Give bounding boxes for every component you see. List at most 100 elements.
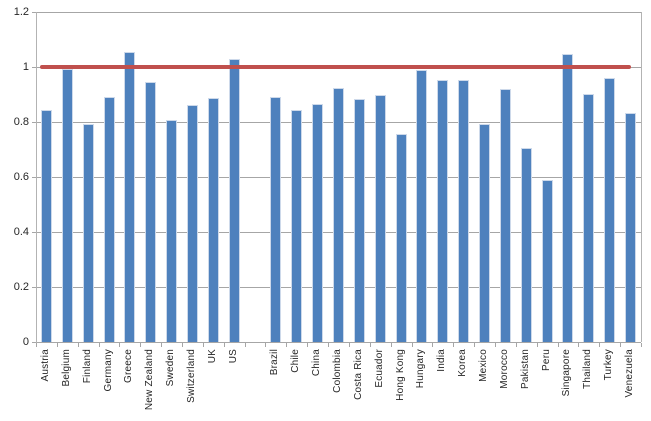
x-axis-label: New Zealand: [144, 349, 156, 411]
x-axis-tick: [36, 343, 37, 347]
bar: [333, 88, 344, 342]
bar: [583, 93, 595, 342]
y-gridline: [36, 11, 641, 13]
bar: [625, 112, 637, 342]
x-axis-label: Sweden: [165, 349, 177, 387]
bar: [541, 179, 553, 342]
x-axis-label: Finland: [81, 349, 93, 384]
x-axis-label: India: [436, 349, 448, 372]
bar: [312, 103, 324, 342]
bar: [103, 96, 115, 342]
x-axis-label: Germany: [102, 349, 114, 392]
x-axis-tick: [98, 343, 100, 347]
bar: [61, 68, 73, 342]
bar: [207, 97, 219, 342]
x-axis-label: Greece: [123, 349, 135, 383]
x-axis-label: Peru: [540, 349, 552, 371]
bar: [353, 98, 365, 342]
x-axis-label: Morocco: [498, 349, 510, 389]
x-axis-tick: [494, 343, 496, 347]
x-axis-label: Hungary: [415, 349, 427, 389]
y-gridline: [36, 341, 641, 343]
x-axis-label: Pakistan: [519, 349, 531, 389]
bar: [82, 124, 94, 342]
bar: [40, 110, 52, 342]
y-axis-tick: [32, 121, 36, 123]
x-axis-tick: [474, 343, 476, 347]
x-axis-label: Thailand: [582, 349, 594, 389]
x-axis-tick: [599, 343, 601, 347]
x-axis-label: Ecuador: [373, 349, 385, 388]
x-axis-tick: [369, 343, 371, 347]
x-axis-label: Switzerland: [185, 349, 197, 403]
x-axis-tick: [77, 343, 79, 347]
x-axis-label: Brazil: [269, 349, 281, 376]
y-axis-label: 0.8: [13, 116, 29, 128]
x-axis-label: Korea: [457, 349, 469, 377]
y-axis-tick: [32, 66, 36, 68]
y-axis-label: 0: [22, 336, 29, 348]
x-axis-tick: [432, 343, 434, 347]
bar: [458, 79, 470, 342]
y-axis-tick: [32, 11, 36, 13]
x-axis-tick: [265, 343, 267, 347]
x-axis-tick: [244, 343, 246, 347]
x-axis-label: US: [227, 349, 239, 364]
x-axis-tick: [140, 343, 142, 347]
bar: [124, 51, 136, 342]
x-axis-tick: [286, 343, 288, 347]
y-axis-line: [36, 12, 37, 346]
x-axis-tick: [348, 343, 350, 347]
x-axis-label: Venezuela: [624, 349, 636, 398]
x-axis-tick: [202, 343, 204, 347]
bar: [520, 147, 532, 342]
x-axis-tick: [536, 343, 538, 347]
y-axis-tick: [32, 176, 36, 178]
x-axis-tick: [56, 343, 58, 347]
x-axis-tick: [119, 343, 121, 347]
y-axis-label: 0.4: [13, 226, 29, 238]
x-axis-tick: [641, 343, 642, 347]
x-axis-label: Costa Rica: [352, 349, 364, 400]
x-axis-label: Mexico: [478, 349, 490, 382]
plot-right-border: [641, 12, 642, 342]
x-axis-tick: [182, 343, 184, 347]
x-axis-tick: [328, 343, 330, 347]
x-axis-tick: [161, 343, 163, 347]
y-axis-label: 1.2: [13, 6, 29, 18]
bar: [479, 124, 491, 342]
bar: [395, 134, 407, 342]
bar: [604, 78, 616, 342]
reference-line: [40, 65, 631, 69]
bar: [270, 96, 282, 342]
x-axis-tick: [515, 343, 517, 347]
y-axis-label: 1: [22, 61, 29, 73]
x-axis-label: Belgium: [60, 349, 72, 387]
bar: [291, 109, 303, 342]
y-axis-label: 0.6: [13, 171, 29, 183]
bar: [145, 82, 157, 342]
y-axis-tick: [32, 341, 36, 343]
x-axis-tick: [453, 343, 455, 347]
bar: [499, 88, 511, 342]
bar: [228, 59, 240, 342]
x-axis-tick: [557, 343, 559, 347]
x-axis-label: China: [311, 349, 323, 377]
x-axis-label: Austria: [39, 349, 51, 382]
bar: [562, 53, 574, 342]
y-axis-tick: [32, 231, 36, 233]
bar: [416, 70, 428, 342]
x-axis-tick: [307, 343, 309, 347]
x-axis-label: Colombia: [332, 349, 343, 393]
x-axis-tick: [620, 343, 622, 347]
x-axis-tick: [390, 343, 392, 347]
x-axis-tick: [578, 343, 580, 347]
bar: [186, 105, 198, 342]
x-axis-label: Singapore: [561, 349, 573, 397]
y-axis-tick: [32, 286, 36, 288]
bar: [437, 79, 449, 342]
x-axis-label: Turkey: [603, 349, 615, 381]
x-axis-label: UK: [206, 349, 218, 364]
x-axis-tick: [223, 343, 225, 347]
